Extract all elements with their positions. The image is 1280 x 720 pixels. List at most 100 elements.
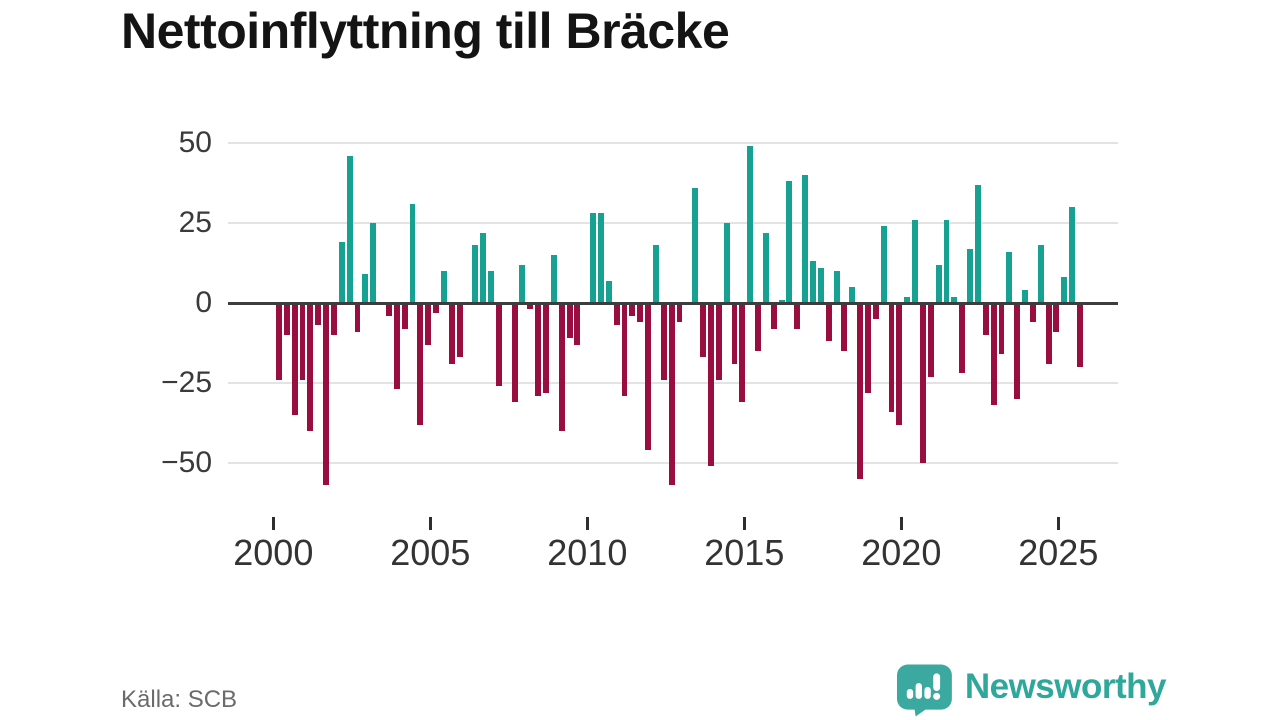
y-axis-label: 25 bbox=[178, 206, 212, 239]
bar-2010Q4 bbox=[613, 303, 620, 326]
bar-2010Q3 bbox=[605, 280, 612, 303]
bar-2004Q2 bbox=[409, 203, 416, 303]
zero-axis-line bbox=[228, 302, 1118, 305]
bar-2017Q4 bbox=[833, 271, 840, 303]
x-axis-label: 2005 bbox=[390, 532, 471, 573]
x-axis-tick-2010 bbox=[585, 517, 589, 530]
bar-2025Q3 bbox=[1077, 303, 1083, 367]
bar-2011Q4 bbox=[645, 303, 652, 451]
bar-2001Q2 bbox=[315, 303, 322, 326]
bar-2003Q1 bbox=[370, 223, 377, 303]
x-axis-tick-2025 bbox=[1056, 517, 1060, 530]
bar-2022Q3 bbox=[982, 303, 989, 335]
bar-2020Q2 bbox=[912, 219, 919, 303]
bar-2000Q4 bbox=[299, 303, 306, 380]
bar-2017Q2 bbox=[817, 267, 824, 303]
bar-2013Q3 bbox=[700, 303, 706, 358]
bar-2018Q1 bbox=[841, 303, 848, 351]
x-axis-label: 2020 bbox=[861, 532, 942, 573]
bar-2005Q3 bbox=[448, 303, 455, 364]
bar-2008Q2 bbox=[535, 303, 542, 396]
gridline-y-25 bbox=[228, 222, 1118, 224]
bar-2019Q2 bbox=[880, 226, 887, 303]
bar-2008Q4 bbox=[550, 255, 557, 303]
bar-2019Q1 bbox=[872, 303, 879, 319]
bar-2020Q3 bbox=[919, 303, 926, 463]
bar-2011Q3 bbox=[637, 303, 644, 323]
bar-2009Q1 bbox=[558, 303, 565, 431]
bar-2001Q1 bbox=[307, 303, 314, 431]
chart-title: Nettoinflyttning till Bräcke bbox=[121, 3, 730, 59]
bar-2006Q3 bbox=[480, 232, 487, 303]
bar-2022Q4 bbox=[990, 303, 997, 406]
bar-2018Q2 bbox=[849, 287, 856, 303]
bar-2025Q1 bbox=[1061, 277, 1068, 303]
bar-2017Q3 bbox=[825, 303, 832, 342]
bar-2014Q3 bbox=[731, 303, 738, 364]
y-axis-label: 50 bbox=[178, 126, 212, 159]
newsworthy-wordmark: Newsworthy bbox=[964, 666, 1167, 706]
bar-2005Q4 bbox=[456, 303, 463, 358]
bar-2012Q3 bbox=[668, 303, 675, 486]
bar-2016Q4 bbox=[802, 175, 809, 303]
y-axis-label: −25 bbox=[161, 366, 212, 399]
bar-2015Q2 bbox=[755, 303, 761, 351]
bar-2004Q1 bbox=[401, 303, 408, 329]
bar-2000Q3 bbox=[291, 303, 298, 415]
bar-2024Q2 bbox=[1037, 245, 1044, 303]
bar-2008Q1 bbox=[527, 303, 534, 310]
source-note: Källa: SCB bbox=[121, 686, 238, 713]
bar-2024Q1 bbox=[1029, 303, 1036, 323]
bar-2010Q1 bbox=[590, 213, 597, 303]
bar-2022Q2 bbox=[974, 184, 981, 303]
bar-2021Q1 bbox=[935, 264, 942, 303]
newsworthy-branding: Newsworthy bbox=[896, 663, 1167, 717]
bar-2024Q4 bbox=[1053, 303, 1060, 332]
bar-2001Q3 bbox=[323, 303, 330, 486]
bar-2015Q3 bbox=[762, 232, 769, 303]
bar-2002Q1 bbox=[338, 242, 345, 303]
bar-2022Q1 bbox=[967, 248, 973, 303]
bar-2018Q4 bbox=[865, 303, 871, 393]
bar-2008Q3 bbox=[543, 303, 549, 393]
bar-2006Q2 bbox=[472, 245, 479, 303]
bar-2020Q4 bbox=[927, 303, 934, 377]
bar-2019Q3 bbox=[888, 303, 895, 412]
bar-2002Q4 bbox=[362, 274, 369, 303]
x-axis-tick-2005 bbox=[428, 517, 432, 530]
bar-2011Q2 bbox=[629, 303, 636, 316]
bar-2018Q3 bbox=[857, 303, 864, 479]
bar-2012Q2 bbox=[660, 303, 667, 380]
y-axis-label: 0 bbox=[195, 286, 212, 319]
gridline-y-50 bbox=[228, 142, 1118, 144]
bar-2000Q2 bbox=[283, 303, 290, 335]
x-axis-tick-2000 bbox=[271, 517, 275, 530]
bar-2012Q4 bbox=[676, 303, 683, 323]
bar-2021Q2 bbox=[943, 219, 950, 303]
bar-2007Q3 bbox=[511, 303, 518, 403]
bar-2014Q1 bbox=[715, 303, 722, 380]
bar-2014Q2 bbox=[723, 223, 730, 303]
bar-2024Q3 bbox=[1045, 303, 1052, 364]
bar-2023Q1 bbox=[998, 303, 1005, 355]
bar-2021Q3 bbox=[951, 296, 958, 303]
bar-2002Q2 bbox=[346, 155, 353, 303]
x-axis-tick-2020 bbox=[899, 517, 903, 530]
bar-2006Q4 bbox=[488, 271, 494, 303]
bar-2002Q3 bbox=[354, 303, 361, 332]
x-axis-label: 2015 bbox=[704, 532, 785, 573]
bar-2023Q3 bbox=[1014, 303, 1021, 399]
bar-2003Q3 bbox=[385, 303, 392, 316]
x-axis-tick-2015 bbox=[742, 517, 746, 530]
bar-2021Q4 bbox=[959, 303, 966, 374]
newsworthy-logo-icon bbox=[896, 664, 952, 717]
bar-2016Q1 bbox=[778, 299, 785, 303]
bar-2009Q2 bbox=[566, 303, 573, 339]
bar-2000Q1 bbox=[276, 303, 282, 380]
bar-2015Q1 bbox=[747, 146, 754, 303]
bar-2005Q1 bbox=[433, 303, 439, 313]
bar-2004Q3 bbox=[417, 303, 424, 425]
bar-2025Q2 bbox=[1069, 207, 1076, 303]
bar-2009Q3 bbox=[574, 303, 581, 345]
bar-2004Q4 bbox=[425, 303, 432, 345]
